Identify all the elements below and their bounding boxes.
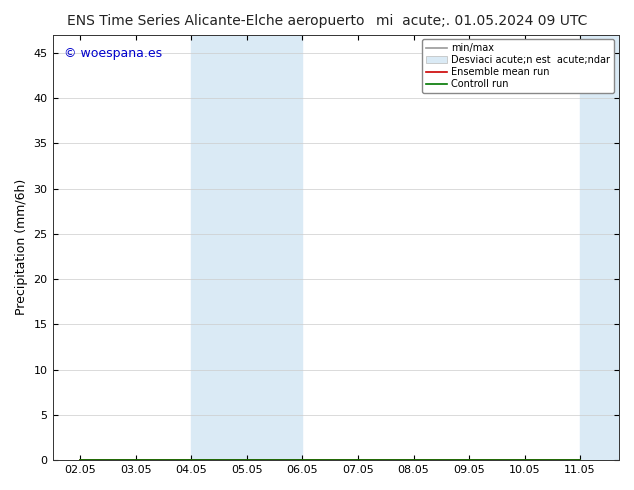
Legend: min/max, Desviaci acute;n est  acute;ndar, Ensemble mean run, Controll run: min/max, Desviaci acute;n est acute;ndar… bbox=[422, 40, 614, 93]
Text: © woespana.es: © woespana.es bbox=[64, 48, 162, 60]
Y-axis label: Precipitation (mm/6h): Precipitation (mm/6h) bbox=[15, 179, 28, 316]
Bar bbox=[247, 35, 302, 460]
Bar bbox=[580, 35, 619, 460]
Bar bbox=[191, 35, 247, 460]
Text: mi  acute;. 01.05.2024 09 UTC: mi acute;. 01.05.2024 09 UTC bbox=[376, 14, 588, 28]
Text: ENS Time Series Alicante-Elche aeropuerto: ENS Time Series Alicante-Elche aeropuert… bbox=[67, 14, 365, 28]
